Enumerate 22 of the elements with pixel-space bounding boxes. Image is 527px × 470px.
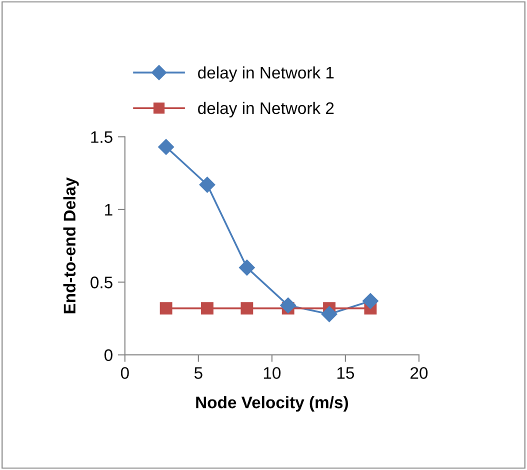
legend-label: delay in Network 1 — [198, 66, 334, 82]
x-axis-title: Node Velocity (m/s) — [196, 396, 348, 412]
x-tick-label: 0 — [120, 367, 129, 379]
x-tick-label: 20 — [410, 367, 428, 379]
point — [201, 302, 214, 315]
point — [240, 302, 254, 315]
point — [160, 302, 172, 315]
point — [158, 138, 174, 156]
point — [238, 259, 256, 276]
x-tick-label: 15 — [337, 367, 354, 379]
y-tick-label: 0 — [104, 349, 112, 362]
x-tick-label: 5 — [194, 367, 202, 379]
y-tick-label: 1 — [105, 204, 112, 216]
x-tick-label: 10 — [264, 367, 281, 379]
y-tick-label: 1.5 — [91, 131, 112, 143]
point — [321, 306, 338, 322]
point — [362, 292, 379, 310]
legend-label: delay in Network 2 — [198, 102, 334, 118]
y-tick-label: 0.5 — [90, 276, 112, 288]
point — [199, 176, 216, 193]
point — [280, 297, 296, 314]
y-axis-title: End-to-end Delay — [63, 177, 79, 314]
